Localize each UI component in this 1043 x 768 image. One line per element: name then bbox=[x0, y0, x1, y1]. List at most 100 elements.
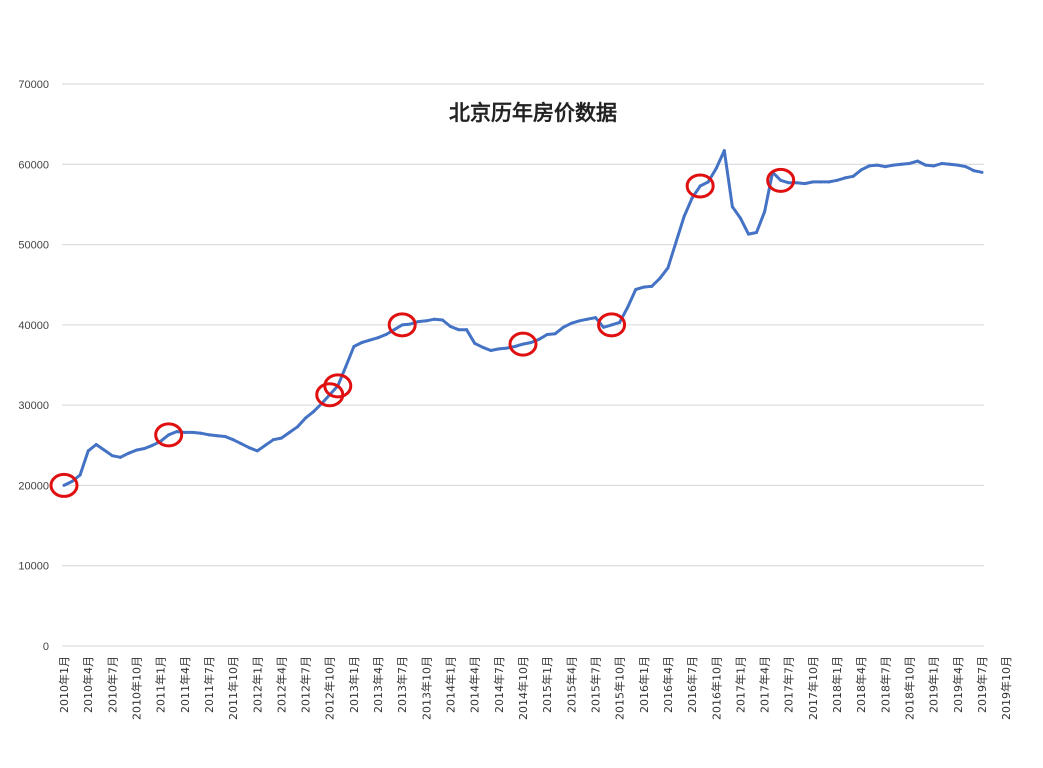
data-point bbox=[940, 161, 944, 165]
data-point bbox=[803, 182, 807, 186]
data-point bbox=[376, 336, 380, 340]
data-point bbox=[449, 324, 453, 328]
x-tick-label: 2016年7月 bbox=[685, 656, 699, 713]
data-point bbox=[722, 149, 726, 153]
data-point bbox=[416, 320, 420, 324]
data-point bbox=[94, 442, 98, 446]
data-point bbox=[569, 321, 573, 325]
data-point bbox=[344, 365, 348, 369]
gridlines bbox=[62, 83, 984, 647]
x-tick-label: 2018年4月 bbox=[854, 656, 868, 713]
data-point bbox=[682, 214, 686, 218]
x-tick-label: 2012年7月 bbox=[299, 656, 313, 713]
x-tick-label: 2011年4月 bbox=[178, 656, 192, 713]
data-point bbox=[602, 325, 606, 329]
data-point bbox=[867, 164, 871, 168]
data-point bbox=[199, 431, 203, 435]
data-point bbox=[70, 479, 74, 483]
data-point bbox=[690, 196, 694, 200]
x-tick-label: 2014年7月 bbox=[492, 656, 506, 713]
y-tick-label: 0 bbox=[43, 641, 49, 653]
x-tick-label: 2015年4月 bbox=[564, 656, 578, 713]
y-tick-label: 20000 bbox=[18, 480, 49, 492]
data-point bbox=[497, 347, 501, 351]
x-tick-label: 2017年7月 bbox=[782, 656, 796, 713]
x-tick-label: 2015年10月 bbox=[613, 656, 627, 720]
x-tick-label: 2019年1月 bbox=[927, 656, 941, 713]
data-point bbox=[730, 205, 734, 209]
highlight-circle bbox=[766, 167, 796, 193]
data-point bbox=[86, 449, 90, 453]
data-point bbox=[529, 341, 533, 345]
data-point bbox=[271, 438, 275, 442]
y-tick-label: 30000 bbox=[18, 400, 49, 412]
x-tick-label: 2017年10月 bbox=[806, 656, 820, 720]
data-point bbox=[738, 216, 742, 220]
x-tick-label: 2010年1月 bbox=[57, 656, 71, 713]
data-point bbox=[932, 164, 936, 168]
data-point bbox=[972, 169, 976, 173]
data-point bbox=[247, 446, 251, 450]
data-point bbox=[763, 210, 767, 214]
data-point bbox=[279, 436, 283, 440]
data-point bbox=[714, 166, 718, 170]
x-tick-label: 2016年10月 bbox=[709, 656, 723, 720]
x-tick-label: 2019年10月 bbox=[999, 656, 1013, 720]
data-point bbox=[916, 159, 920, 163]
data-point bbox=[62, 483, 66, 487]
x-tick-label: 2016年4月 bbox=[661, 656, 675, 713]
data-point bbox=[553, 332, 557, 336]
x-tick-label: 2015年1月 bbox=[540, 656, 554, 713]
x-tick-label: 2016年1月 bbox=[637, 656, 651, 713]
data-point bbox=[473, 341, 477, 345]
data-point bbox=[875, 163, 879, 167]
data-point bbox=[223, 434, 227, 438]
x-tick-label: 2012年10月 bbox=[323, 656, 337, 720]
data-point bbox=[408, 322, 412, 326]
data-point bbox=[215, 434, 219, 438]
data-point bbox=[360, 341, 364, 345]
x-tick-label: 2013年4月 bbox=[371, 656, 385, 713]
chart-title: 北京历年房价数据 bbox=[449, 101, 617, 125]
data-point bbox=[207, 433, 211, 437]
data-point bbox=[843, 176, 847, 180]
data-point bbox=[859, 168, 863, 172]
x-tick-label: 2013年10月 bbox=[419, 656, 433, 720]
x-tick-label: 2011年1月 bbox=[154, 656, 168, 713]
data-point bbox=[191, 430, 195, 434]
y-tick-label: 10000 bbox=[18, 561, 49, 573]
x-tick-label: 2013年1月 bbox=[347, 656, 361, 713]
data-point bbox=[537, 337, 541, 341]
highlight-circle bbox=[685, 173, 715, 199]
data-point bbox=[956, 163, 960, 167]
data-point bbox=[489, 349, 493, 353]
data-point bbox=[304, 416, 308, 420]
highlight-circle bbox=[49, 472, 79, 498]
x-tick-label: 2017年1月 bbox=[733, 656, 747, 713]
data-point bbox=[795, 181, 799, 185]
data-point bbox=[851, 174, 855, 178]
data-point bbox=[642, 285, 646, 289]
data-point bbox=[513, 345, 517, 349]
x-tick-label: 2011年7月 bbox=[202, 656, 216, 713]
data-point bbox=[255, 449, 259, 453]
x-tick-label: 2018年10月 bbox=[903, 656, 917, 720]
data-point bbox=[521, 342, 525, 346]
data-point bbox=[352, 345, 356, 349]
data-point bbox=[110, 454, 114, 458]
data-point bbox=[779, 178, 783, 182]
data-point bbox=[296, 425, 300, 429]
y-tick-label: 70000 bbox=[18, 79, 49, 91]
x-tick-label: 2010年7月 bbox=[105, 656, 119, 713]
data-point bbox=[626, 305, 630, 309]
series-line-layer bbox=[62, 149, 984, 487]
data-point bbox=[384, 332, 388, 336]
data-point bbox=[545, 332, 549, 336]
data-point bbox=[440, 318, 444, 322]
x-tick-label: 2015年7月 bbox=[588, 656, 602, 713]
highlight-markers bbox=[49, 167, 796, 498]
data-point bbox=[151, 443, 155, 447]
data-point bbox=[143, 446, 147, 450]
data-point bbox=[400, 323, 404, 327]
x-tick-label: 2010年10月 bbox=[129, 656, 143, 720]
